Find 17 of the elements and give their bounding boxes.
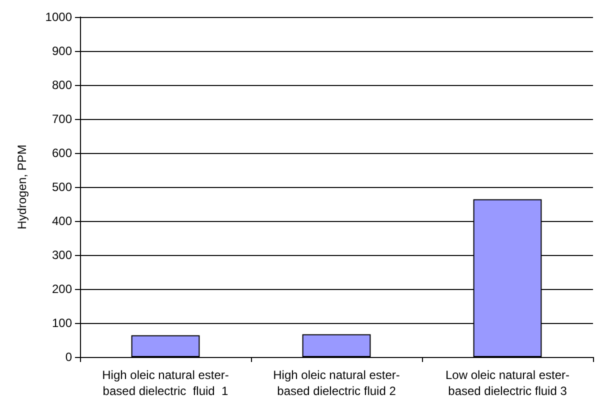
y-tick-label: 500 [52,180,72,194]
y-tick-label: 400 [52,214,72,228]
y-tick-label: 900 [52,44,72,58]
y-tick-label: 700 [52,112,72,126]
x-tick-label: High oleic natural ester- based dielectric fluid 2 [273,368,400,398]
x-tick-label: High oleic natural ester- based dielectric fluid 1 [102,368,229,398]
y-axis-title: Hydrogen, PPM [15,144,29,230]
y-tick-label: 1000 [45,10,72,24]
y-tick-label: 300 [52,248,72,262]
y-tick-label: 800 [52,78,72,92]
x-tick-label: Low oleic natural ester- based dielectric fluid 3 [445,368,570,398]
y-tick-label: 600 [52,146,72,160]
bar [131,335,200,357]
y-tick-label: 0 [65,350,72,364]
y-tick-label: 100 [52,316,72,330]
y-tick-label: 200 [52,282,72,296]
bar [302,334,371,357]
